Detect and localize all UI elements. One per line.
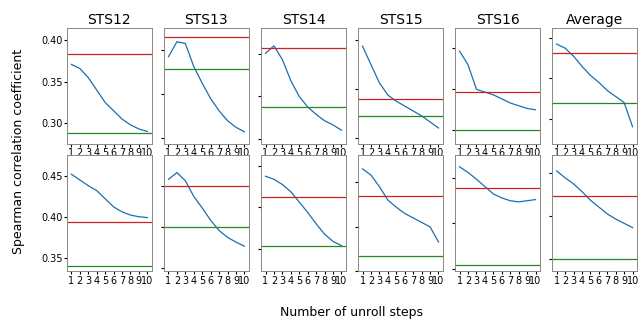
Title: STS16: STS16 bbox=[476, 13, 520, 27]
Text: Spearman correlation coefficient: Spearman correlation coefficient bbox=[12, 49, 24, 254]
Title: STS15: STS15 bbox=[379, 13, 422, 27]
Text: Number of unroll steps: Number of unroll steps bbox=[280, 307, 424, 319]
Title: STS14: STS14 bbox=[282, 13, 325, 27]
Title: STS12: STS12 bbox=[88, 13, 131, 27]
Title: Average: Average bbox=[566, 13, 623, 27]
Title: STS13: STS13 bbox=[184, 13, 228, 27]
